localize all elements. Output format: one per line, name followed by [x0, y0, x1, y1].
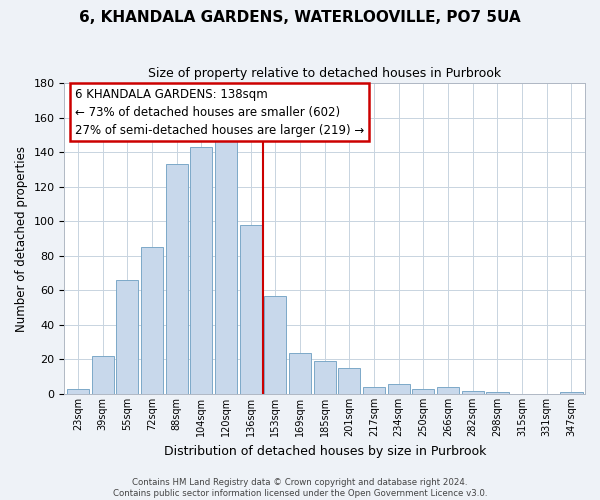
- Text: Contains HM Land Registry data © Crown copyright and database right 2024.
Contai: Contains HM Land Registry data © Crown c…: [113, 478, 487, 498]
- Bar: [166, 164, 188, 394]
- Bar: [67, 389, 89, 394]
- Bar: [215, 135, 237, 394]
- Y-axis label: Number of detached properties: Number of detached properties: [15, 146, 28, 332]
- Bar: [289, 352, 311, 394]
- Bar: [487, 392, 509, 394]
- Text: 6 KHANDALA GARDENS: 138sqm
← 73% of detached houses are smaller (602)
27% of sem: 6 KHANDALA GARDENS: 138sqm ← 73% of deta…: [75, 88, 364, 136]
- Bar: [141, 247, 163, 394]
- Bar: [116, 280, 139, 394]
- Bar: [461, 390, 484, 394]
- Bar: [190, 147, 212, 394]
- X-axis label: Distribution of detached houses by size in Purbrook: Distribution of detached houses by size …: [164, 444, 486, 458]
- Bar: [264, 296, 286, 394]
- Bar: [239, 224, 262, 394]
- Bar: [560, 392, 583, 394]
- Bar: [412, 389, 434, 394]
- Bar: [388, 384, 410, 394]
- Bar: [314, 361, 336, 394]
- Bar: [92, 356, 114, 394]
- Bar: [437, 387, 459, 394]
- Bar: [363, 387, 385, 394]
- Title: Size of property relative to detached houses in Purbrook: Size of property relative to detached ho…: [148, 68, 501, 80]
- Text: 6, KHANDALA GARDENS, WATERLOOVILLE, PO7 5UA: 6, KHANDALA GARDENS, WATERLOOVILLE, PO7 …: [79, 10, 521, 25]
- Bar: [338, 368, 361, 394]
